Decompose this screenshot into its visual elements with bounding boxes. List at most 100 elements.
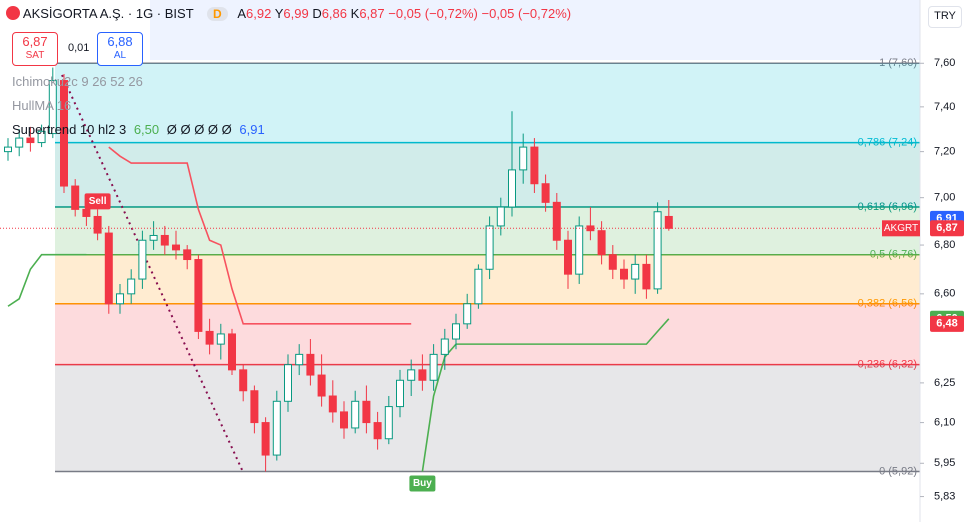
change: −0,05 (−0,72%)	[388, 6, 478, 21]
sell-price: 6,87	[22, 34, 48, 49]
y-tick-label: 7,20	[934, 146, 955, 158]
candle-body	[552, 201, 561, 241]
fib-zone	[55, 303, 920, 365]
highlight-zone	[150, 0, 920, 60]
candle-body	[250, 390, 259, 424]
supertrend-line	[108, 146, 412, 325]
indicator-value: 6,91	[239, 122, 265, 137]
candle-body	[160, 234, 169, 246]
candle-body	[340, 411, 348, 429]
candle-body	[664, 215, 673, 229]
candle-body	[48, 80, 57, 135]
candle-body	[519, 146, 528, 171]
signal-box	[84, 193, 111, 210]
y-tick-label: 7,00	[934, 192, 955, 204]
indicator-label: HullMA 16	[12, 98, 72, 113]
supertrend-legend: Supertrend 10 hl2 3 6,50 Ø Ø Ø Ø Ø 6,91	[12, 122, 265, 137]
fib-label: 0,382 (6,56)	[858, 298, 917, 310]
fib-label: 0,236 (6,32)	[858, 359, 917, 371]
candle-body	[328, 395, 337, 413]
ohlc-value: 6,87	[359, 6, 385, 21]
sell-button[interactable]: 6,87 SAT	[12, 32, 58, 66]
signal-label: Sell	[89, 196, 107, 207]
y-tick-label: 5,83	[934, 490, 955, 502]
candle-body	[71, 185, 80, 210]
candle-body	[384, 406, 393, 440]
y-tick-label: 5,95	[934, 457, 955, 469]
candle-body	[564, 239, 572, 275]
signal-label: Buy	[413, 478, 432, 489]
candle-body	[60, 80, 68, 187]
fib-zone	[55, 63, 920, 143]
candle-body	[642, 263, 651, 290]
candle-body	[284, 364, 292, 402]
buy-button[interactable]: 6,88 AL	[97, 32, 143, 66]
candle-body	[194, 259, 203, 332]
indicator-name: Supertrend 10 hl2 3	[12, 122, 127, 137]
y-tick-label: 7,60	[934, 57, 955, 69]
fib-label: 1 (7,60)	[879, 57, 917, 69]
candle-body	[116, 293, 124, 305]
symbol-tag-label: AKGRT	[884, 223, 918, 234]
supertrend-line	[7, 253, 670, 472]
candle-body	[216, 333, 225, 345]
candle-body	[452, 323, 460, 340]
fib-zone	[55, 364, 920, 472]
candle-body	[586, 225, 595, 232]
candle-body	[631, 263, 640, 280]
candle-body	[228, 333, 236, 371]
candle-body	[239, 369, 248, 392]
fib-label: 0,5 (6,76)	[870, 249, 917, 261]
ohlc-value: 6,99	[283, 6, 309, 21]
candle-body	[608, 254, 617, 270]
candle-body	[26, 137, 35, 144]
candle-body	[496, 206, 505, 227]
fib-label: 0,618 (6,96)	[858, 201, 917, 213]
candle-body	[149, 234, 158, 241]
candle-body	[295, 353, 304, 366]
candle-body	[317, 374, 326, 397]
fib-zone	[55, 142, 920, 208]
candle-body	[172, 244, 180, 251]
ohlc-value: 6,92	[246, 6, 272, 21]
currency-select[interactable]: TRY	[928, 6, 962, 28]
candle-body	[575, 225, 584, 275]
candle-body	[418, 369, 427, 381]
ohlc-value: 6,86	[321, 6, 348, 21]
candle-body	[306, 353, 315, 376]
y-tick-label: 7,40	[934, 101, 955, 113]
candle-body	[407, 369, 416, 381]
indicator-empty: Ø Ø Ø Ø Ø	[166, 122, 232, 137]
symbol-tag	[882, 220, 920, 237]
buy-label: AL	[113, 50, 127, 61]
candle-body	[373, 422, 382, 440]
buy-price: 6,88	[107, 34, 133, 49]
candle-body	[183, 249, 192, 261]
candle-body	[541, 183, 550, 203]
candle-body	[104, 232, 113, 305]
candle-body	[485, 225, 494, 270]
change-percent: −0,05 (−0,72%)	[481, 6, 572, 21]
ohlc-label: A	[237, 6, 246, 21]
candle-body	[396, 379, 404, 408]
candle-body	[440, 338, 449, 355]
indicator-value: 6,50	[133, 122, 160, 137]
fib-label: 0 (5,92)	[879, 465, 917, 477]
y-tick-label: 6,60	[934, 288, 955, 300]
fib-label: 0,786 (7,24)	[858, 136, 917, 148]
candle-body	[463, 303, 472, 325]
candle-body	[37, 130, 46, 144]
candle-body	[82, 208, 91, 217]
trend-line	[61, 74, 244, 473]
candle-body	[15, 137, 24, 148]
candle-body	[530, 146, 539, 185]
candle-body	[508, 169, 516, 208]
y-tick-label: 6,80	[934, 239, 955, 251]
candle-body	[653, 211, 662, 290]
price-label-box	[930, 220, 964, 237]
logo	[6, 6, 20, 20]
candle-body	[597, 230, 606, 256]
candle-body	[93, 215, 102, 234]
